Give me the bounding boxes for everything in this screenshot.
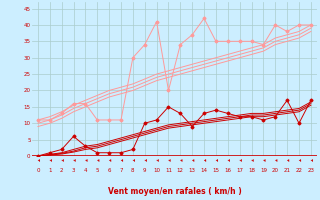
- X-axis label: Vent moyen/en rafales ( km/h ): Vent moyen/en rafales ( km/h ): [108, 187, 241, 196]
